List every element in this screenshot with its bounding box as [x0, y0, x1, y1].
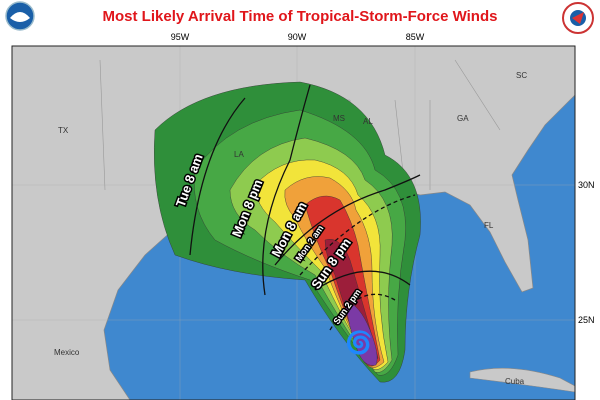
arrival-cone [153, 81, 421, 383]
region-label: MS [333, 114, 345, 123]
longitude-label: 85W [406, 32, 425, 42]
region-label: SC [516, 71, 527, 80]
longitude-label: 95W [171, 32, 190, 42]
region-label: Mexico [54, 348, 80, 357]
region-label: TX [58, 126, 69, 135]
region-label: AL [363, 117, 373, 126]
map: 🌀 [12, 46, 575, 400]
storm-symbol: 🌀 [345, 329, 372, 355]
latitude-label: 30N [578, 180, 595, 190]
title: Most Likely Arrival Time of Tropical-Sto… [103, 8, 498, 25]
noaa-logo [5, 1, 35, 31]
region-label: LA [234, 150, 244, 159]
latitude-label: 25N [578, 315, 595, 325]
cuba [469, 367, 575, 393]
map-frame [11, 45, 576, 400]
region-label: Cuba [505, 377, 525, 386]
time-lines [189, 84, 421, 331]
longitude-label: 90W [288, 32, 307, 42]
region-label: FL [484, 221, 494, 230]
region-label: GA [457, 114, 469, 123]
nws-logo [562, 2, 594, 34]
